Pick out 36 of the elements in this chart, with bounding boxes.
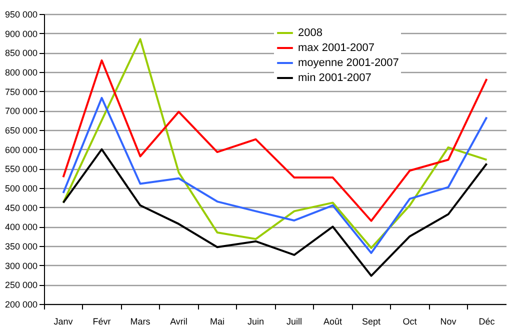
y-tick-label: 500 000: [4, 184, 38, 194]
line-series: [62, 96, 488, 254]
line-series: [62, 59, 488, 222]
y-tick-label: 700 000: [4, 106, 38, 116]
y-tick-label: 900 000: [4, 28, 38, 39]
x-tick-label: Déc: [478, 316, 496, 326]
y-tick-label: 750 000: [4, 86, 38, 97]
x-tick-label: Août: [323, 316, 343, 326]
x-tick-label: Oct: [402, 316, 418, 326]
legend-label: moyenne 2001-2007: [298, 57, 399, 69]
x-tick-label: Mai: [210, 316, 225, 326]
y-tick-label: 950 000: [4, 10, 38, 20]
legend-label: max 2001-2007: [298, 42, 374, 54]
line-series: [62, 38, 488, 249]
x-tick-label: Juin: [247, 316, 264, 326]
legend-label: 2008: [298, 27, 322, 39]
y-tick-label: 200 000: [4, 300, 38, 310]
x-tick-label: Févr: [92, 316, 111, 326]
y-tick-label: 350 000: [4, 242, 38, 252]
line-series: [62, 148, 488, 277]
x-tick-label: Juill: [286, 316, 302, 326]
x-tick-label: Sept: [362, 316, 382, 326]
y-tick-label: 650 000: [4, 126, 38, 136]
y-tick-label: 550 000: [4, 164, 38, 174]
x-tick-label: Nov: [440, 316, 457, 326]
y-tick-label: 300 000: [4, 260, 38, 271]
y-tick-label: 450 000: [4, 202, 38, 213]
y-tick-label: 850 000: [4, 48, 38, 58]
y-tick-label: 800 000: [4, 68, 38, 78]
legend-label: min 2001-2007: [298, 72, 372, 84]
y-tick-label: 250 000: [4, 280, 38, 290]
y-tick-label: 600 000: [4, 144, 38, 155]
x-tick-label: Mars: [130, 316, 151, 326]
x-tick-label: Avril: [170, 316, 188, 326]
x-tick-label: Janv: [54, 316, 74, 326]
y-tick-label: 400 000: [4, 222, 38, 232]
